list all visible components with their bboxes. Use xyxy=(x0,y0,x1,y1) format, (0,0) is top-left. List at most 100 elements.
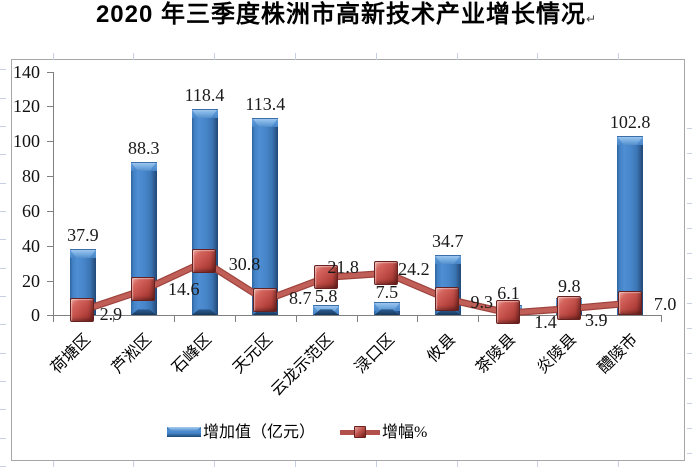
x-axis-tick xyxy=(599,315,601,323)
chart-title: 2020 年三季度株洲市高新技术产业增长情况↵ xyxy=(0,0,692,34)
bar-data-label: 7.5 xyxy=(375,282,399,303)
x-axis-tick xyxy=(113,315,115,323)
line-marker xyxy=(617,290,642,315)
bar xyxy=(373,302,400,316)
bar-series-swatch xyxy=(167,427,201,437)
sheet-grid-tick xyxy=(686,177,692,179)
sheet-grid-tick xyxy=(686,377,692,379)
sheet-grid-tick xyxy=(0,409,6,411)
line-marker xyxy=(252,287,277,312)
sheet-grid-tick xyxy=(0,267,6,269)
line-marker xyxy=(374,260,399,285)
sheet-grid-tick xyxy=(0,437,6,439)
sheet-grid-tick xyxy=(0,239,6,241)
y-axis-line xyxy=(52,71,54,317)
line-data-label: 7.0 xyxy=(653,293,677,314)
sheet-grid-tick xyxy=(686,402,692,404)
chart-title-text: 2020 年三季度株洲市高新技术产业增长情况 xyxy=(95,1,586,28)
sheet-grid-tick xyxy=(0,381,6,383)
sheet-grid-tick xyxy=(456,461,458,467)
line-series-swatch xyxy=(340,425,381,439)
sheet-grid-tick xyxy=(295,461,296,467)
sheet-grid-tick xyxy=(686,227,692,229)
paragraph-mark-icon: ↵ xyxy=(586,12,597,26)
line-marker xyxy=(70,297,95,322)
sheet-grid-tick xyxy=(686,352,692,354)
legend-item-line: 增幅% xyxy=(340,424,427,441)
sheet-grid-tick xyxy=(375,52,377,60)
sheet-grid-tick xyxy=(686,327,692,329)
sheet-grid-tick xyxy=(375,461,377,467)
sheet-grid-tick xyxy=(686,302,692,304)
x-axis-tick xyxy=(478,315,480,323)
line-data-label: 14.6 xyxy=(167,279,200,300)
line-data-label: 24.2 xyxy=(398,258,430,279)
line-marker xyxy=(131,277,156,302)
bar-data-label: 88.3 xyxy=(127,137,160,158)
line-marker xyxy=(556,296,581,321)
line-series-stroke xyxy=(82,259,631,316)
line-data-label: 2.9 xyxy=(99,303,123,324)
y-axis-label: 60 xyxy=(22,200,40,221)
x-axis-tick xyxy=(234,315,236,323)
y-axis-tick xyxy=(46,245,53,247)
y-axis-tick xyxy=(46,71,53,73)
sheet-grid-tick xyxy=(214,52,216,60)
legend-item-bar: 增加值（亿元） xyxy=(167,424,315,441)
y-axis-tick xyxy=(46,315,53,317)
chart-frame xyxy=(11,59,685,461)
y-axis-tick xyxy=(46,106,53,108)
sheet-grid-tick xyxy=(537,52,539,60)
line-marker xyxy=(192,249,216,274)
line-data-label: 21.8 xyxy=(327,256,359,277)
sheet-grid-tick xyxy=(537,461,539,467)
x-axis-tick xyxy=(538,315,540,323)
sheet-grid-tick xyxy=(0,97,6,99)
sheet-grid-tick xyxy=(618,461,620,467)
line-data-label: 30.8 xyxy=(228,254,261,275)
bar-data-label: 102.8 xyxy=(609,112,651,133)
x-axis-tick xyxy=(417,315,419,323)
sheet-grid-tick xyxy=(214,461,216,467)
line-data-label: 1.4 xyxy=(534,312,557,333)
sheet-grid-tick xyxy=(686,452,692,454)
bar-data-label: 37.9 xyxy=(67,225,99,246)
line-data-label: 9.3 xyxy=(470,291,493,312)
bar-data-label: 118.4 xyxy=(184,85,225,106)
sheet-grid-tick xyxy=(686,152,692,154)
x-axis-tick xyxy=(174,315,176,323)
y-axis-label: 20 xyxy=(22,270,40,291)
sheet-grid-tick xyxy=(618,52,620,60)
x-axis-tick xyxy=(356,315,358,323)
sheet-grid-tick xyxy=(686,427,692,429)
y-axis-tick xyxy=(46,141,53,143)
y-axis-label: 120 xyxy=(13,96,40,117)
sheet-grid-tick xyxy=(0,296,6,297)
sheet-grid-tick xyxy=(456,52,458,60)
bar xyxy=(191,109,218,316)
y-axis-label: 0 xyxy=(31,305,40,326)
bar-data-label: 34.7 xyxy=(431,230,464,251)
sheet-grid-tick xyxy=(686,202,692,204)
sheet-grid-tick xyxy=(133,52,135,60)
y-axis-label: 40 xyxy=(22,235,40,256)
sheet-grid-tick xyxy=(0,324,6,326)
sheet-grid-tick xyxy=(0,125,6,127)
sheet-grid-tick xyxy=(686,252,692,254)
y-axis-tick xyxy=(46,280,53,282)
sheet-grid-tick xyxy=(52,52,54,60)
line-marker xyxy=(496,300,520,325)
bar-data-label: 113.4 xyxy=(245,93,286,114)
bar-data-label: 5.8 xyxy=(314,286,338,307)
line-data-label: 8.7 xyxy=(289,287,312,308)
sheet-grid-tick xyxy=(0,352,6,354)
sheet-grid-tick xyxy=(0,154,6,156)
bar-data-label: 9.8 xyxy=(558,276,581,297)
bar xyxy=(252,117,279,316)
sheet-grid-tick xyxy=(0,182,6,184)
y-axis-tick xyxy=(46,176,53,178)
bar xyxy=(313,305,340,316)
legend-label-line: 增幅% xyxy=(382,423,428,441)
